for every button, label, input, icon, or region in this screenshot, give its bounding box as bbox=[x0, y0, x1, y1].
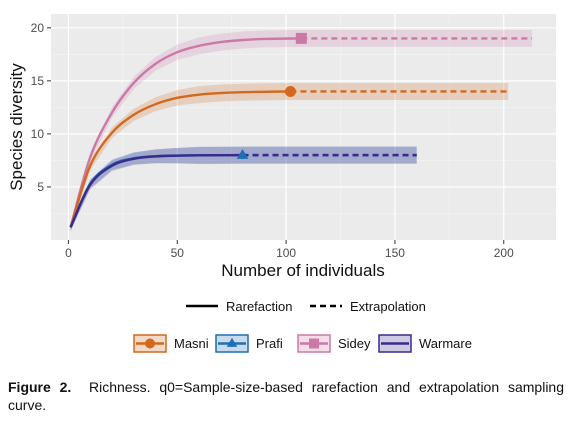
observed-point-sidey bbox=[295, 32, 307, 44]
x-tick-label: 150 bbox=[385, 246, 405, 260]
rarefaction-line-masni bbox=[69, 90, 291, 228]
rarefaction-line-sidey bbox=[69, 37, 302, 228]
y-axis-ticks: 5 10 15 20 bbox=[31, 21, 51, 194]
x-tick-label: 0 bbox=[65, 246, 72, 260]
x-tick-label: 100 bbox=[276, 246, 296, 260]
x-axis-ticks: 0 50 100 150 200 bbox=[65, 240, 514, 260]
caption-label: Figure 2. bbox=[8, 379, 72, 395]
y-tick-label: 20 bbox=[31, 21, 45, 35]
linetype-legend: Rarefaction Extrapolation bbox=[186, 299, 426, 314]
rarefaction-line-warmare bbox=[69, 153, 243, 228]
x-axis-label: Number of individuals bbox=[221, 261, 384, 280]
series-legend: Masni Prafi Sidey Warmare bbox=[133, 334, 472, 353]
legend-label-warmare: Warmare bbox=[419, 336, 472, 351]
confidence-bands bbox=[70, 29, 533, 232]
legend-label-dashed: Extrapolation bbox=[350, 299, 426, 314]
y-axis-label: Species diversity bbox=[7, 63, 26, 191]
legend-label-masni: Masni bbox=[174, 336, 209, 351]
legend-label-sidey: Sidey bbox=[338, 336, 371, 351]
y-tick-label: 10 bbox=[31, 127, 45, 141]
legend-marker-prafi bbox=[226, 337, 238, 347]
band-masni bbox=[70, 82, 509, 232]
legend-label-prafi: Prafi bbox=[256, 336, 283, 351]
observed-point-masni bbox=[284, 85, 296, 97]
caption-text: Richness. q0=Sample-size-based rarefacti… bbox=[8, 379, 564, 413]
figure-caption: Figure 2. Richness. q0=Sample-size-based… bbox=[8, 378, 564, 414]
observed-markers bbox=[236, 32, 307, 159]
series-lines bbox=[69, 37, 533, 228]
x-tick-label: 200 bbox=[494, 246, 514, 260]
plot-panel bbox=[51, 14, 556, 240]
richness-chart: 0 50 100 150 200 5 10 15 20 Number of individua… bbox=[7, 14, 556, 353]
grid-major bbox=[51, 14, 556, 240]
x-tick-label: 50 bbox=[171, 246, 185, 260]
y-tick-label: 5 bbox=[37, 180, 44, 194]
band-prafi bbox=[70, 146, 417, 232]
legend-marker-sidey bbox=[309, 338, 319, 349]
band-warmare bbox=[70, 146, 417, 232]
y-tick-label: 15 bbox=[31, 74, 45, 88]
legend-label-solid: Rarefaction bbox=[226, 299, 292, 314]
observed-point-prafi bbox=[236, 148, 249, 159]
legend-marker-masni bbox=[145, 338, 155, 349]
grid-minor bbox=[51, 14, 556, 240]
